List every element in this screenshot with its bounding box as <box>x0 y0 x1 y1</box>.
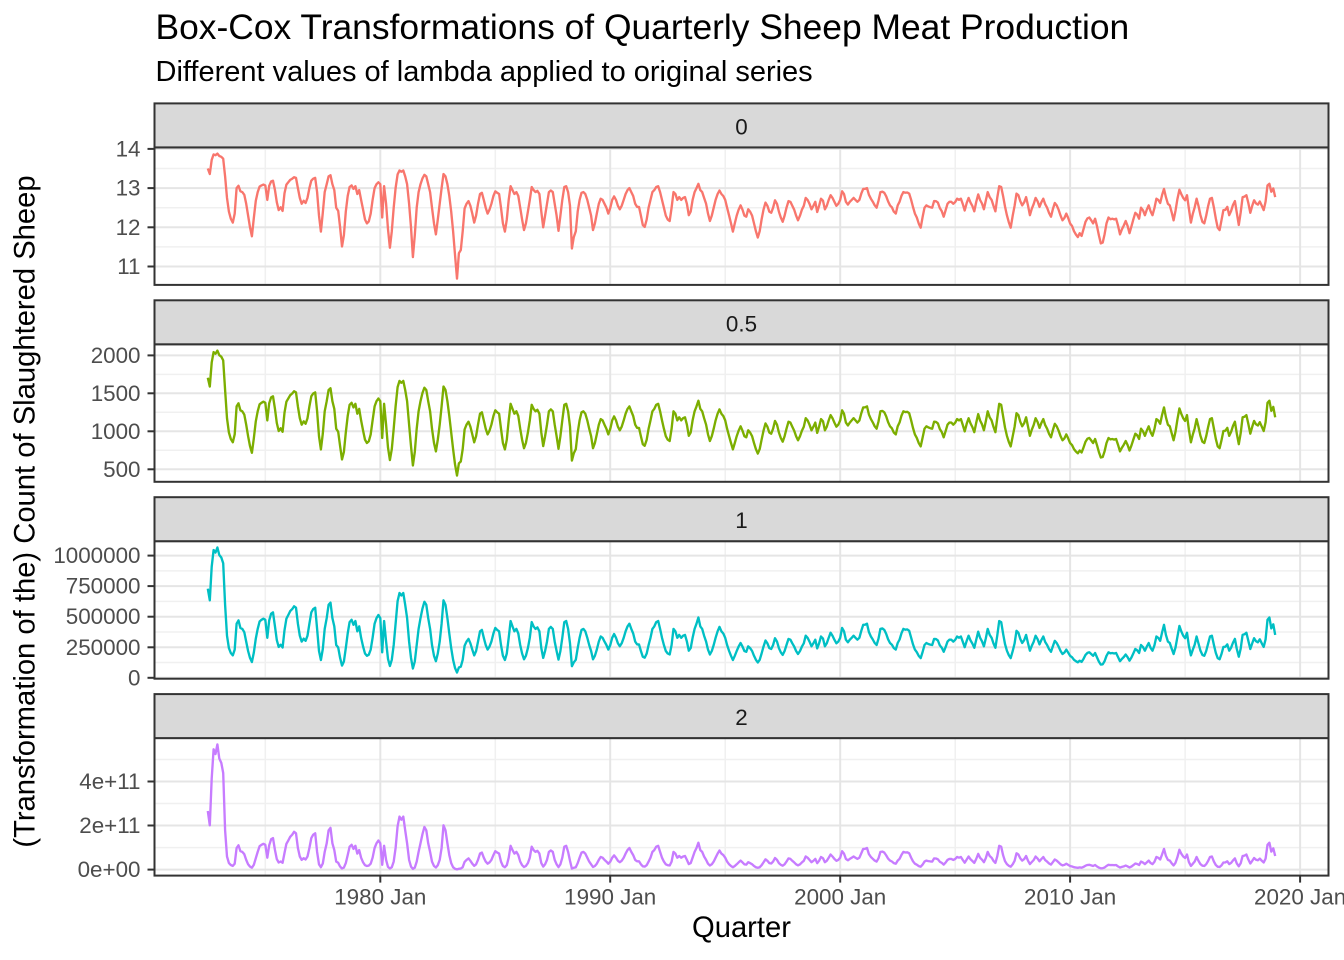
svg-text:2: 2 <box>735 705 747 730</box>
svg-text:0: 0 <box>128 665 140 690</box>
svg-text:1500: 1500 <box>91 381 141 406</box>
svg-text:4e+11: 4e+11 <box>79 769 140 794</box>
svg-text:2000: 2000 <box>91 343 141 368</box>
svg-text:Different values of lambda app: Different values of lambda applied to or… <box>156 56 813 88</box>
svg-text:1: 1 <box>735 508 747 533</box>
svg-text:500000: 500000 <box>66 604 141 629</box>
svg-text:(Transformation of the) Count: (Transformation of the) Count of Slaught… <box>10 175 42 847</box>
svg-text:0e+00: 0e+00 <box>78 857 141 882</box>
svg-text:0.5: 0.5 <box>726 311 757 336</box>
svg-text:1000000: 1000000 <box>53 543 140 568</box>
svg-text:13: 13 <box>116 176 141 201</box>
svg-text:500: 500 <box>103 457 140 482</box>
svg-text:Box-Cox Transformations of Qua: Box-Cox Transformations of Quarterly She… <box>156 7 1130 47</box>
svg-text:2000 Jan: 2000 Jan <box>794 885 886 910</box>
svg-text:250000: 250000 <box>66 635 141 660</box>
svg-text:11: 11 <box>117 254 140 279</box>
svg-text:750000: 750000 <box>66 574 141 599</box>
svg-text:0: 0 <box>735 114 747 139</box>
svg-text:2e+11: 2e+11 <box>79 813 140 838</box>
svg-text:1000: 1000 <box>91 419 141 444</box>
svg-text:14: 14 <box>116 136 141 161</box>
svg-text:2020 Jan: 2020 Jan <box>1254 885 1344 910</box>
svg-text:Quarter: Quarter <box>692 912 791 944</box>
svg-text:1980 Jan: 1980 Jan <box>334 885 426 910</box>
svg-text:12: 12 <box>116 215 141 240</box>
svg-text:1990 Jan: 1990 Jan <box>564 885 656 910</box>
svg-text:2010 Jan: 2010 Jan <box>1024 885 1116 910</box>
